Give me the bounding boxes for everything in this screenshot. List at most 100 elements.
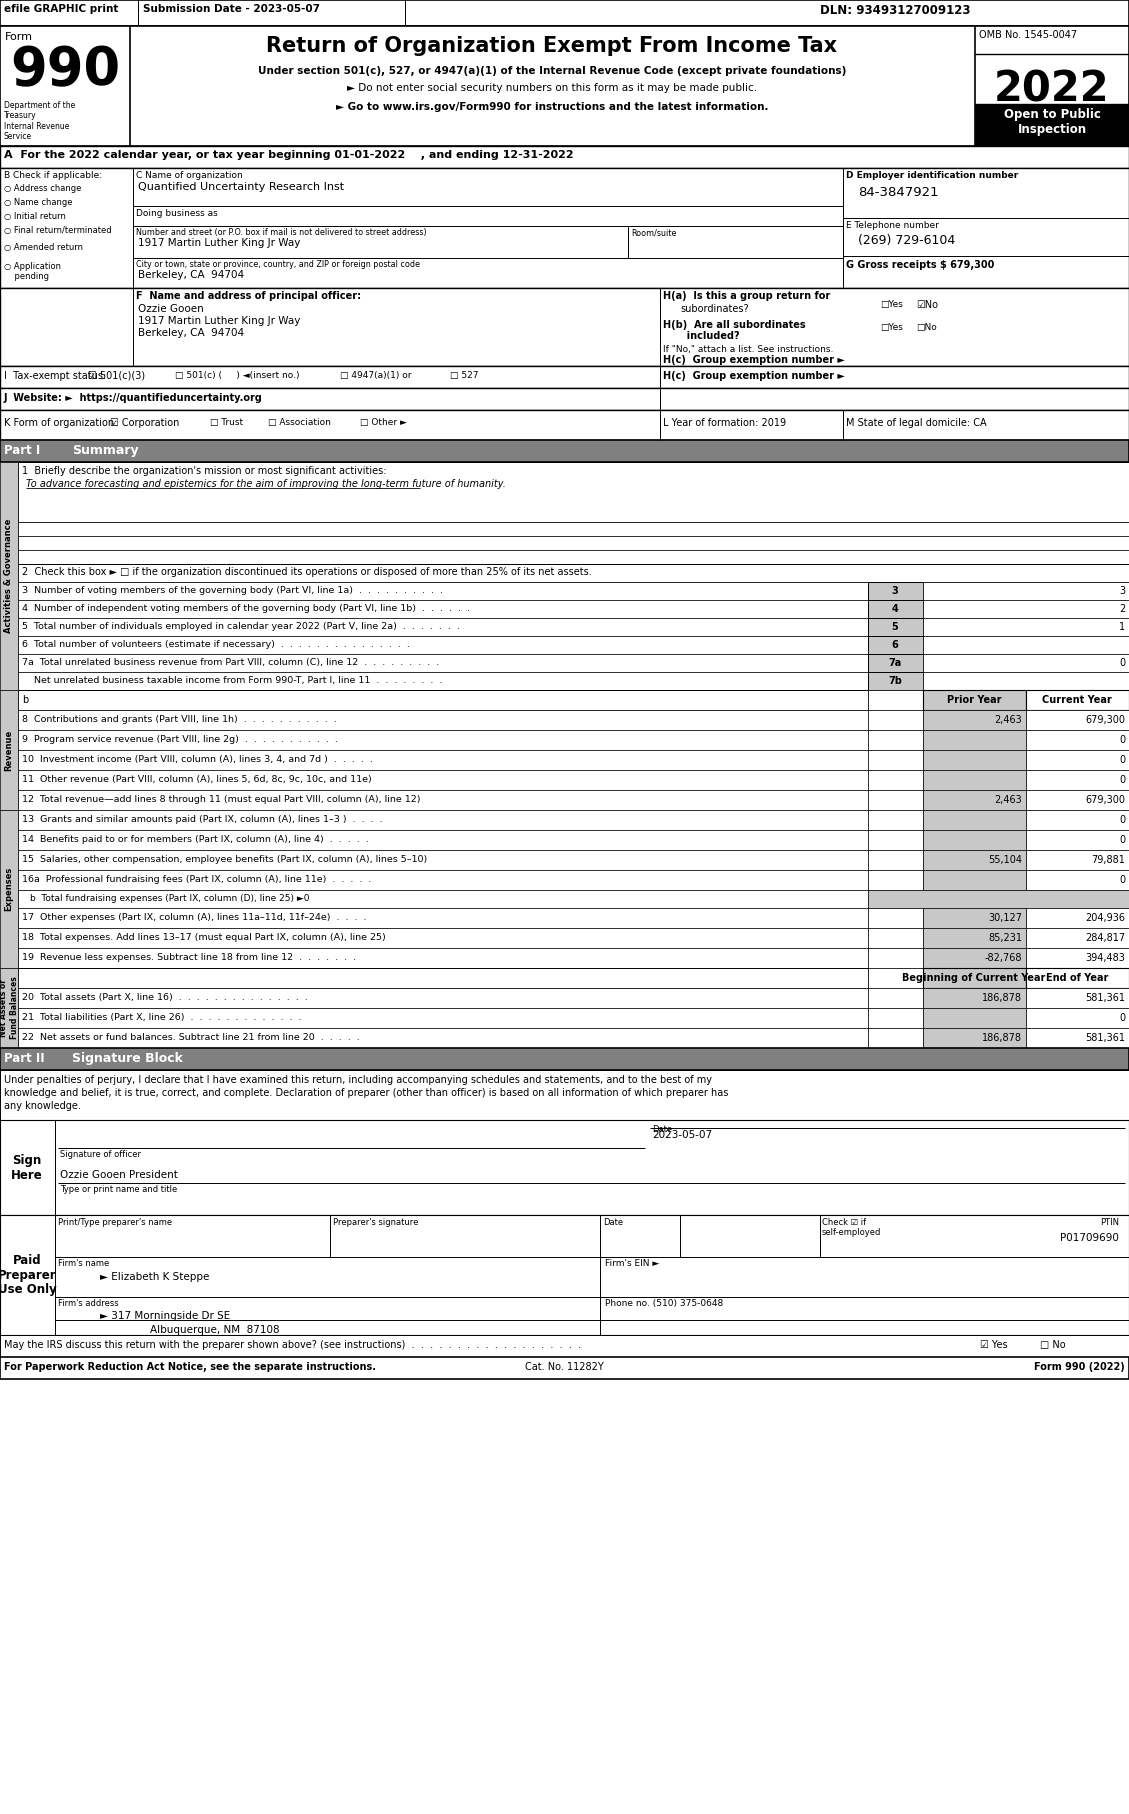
Text: 16a  Professional fundraising fees (Part IX, column (A), line 11e)  .  .  .  .  : 16a Professional fundraising fees (Part … — [21, 874, 371, 883]
Bar — [924, 1009, 1026, 1029]
Text: Print/Type preparer's name: Print/Type preparer's name — [58, 1217, 172, 1226]
Text: □ 527: □ 527 — [450, 372, 479, 379]
Bar — [924, 871, 1026, 891]
Text: For Paperwork Reduction Act Notice, see the separate instructions.: For Paperwork Reduction Act Notice, see … — [5, 1362, 376, 1371]
Text: 7a: 7a — [889, 658, 902, 668]
Text: Berkeley, CA  94704: Berkeley, CA 94704 — [138, 328, 244, 337]
Bar — [0, 366, 1129, 388]
Text: 1  Briefly describe the organization's mission or most significant activities:: 1 Briefly describe the organization's mi… — [21, 466, 386, 475]
Text: b: b — [21, 695, 28, 706]
Bar — [0, 1070, 1129, 1119]
Bar — [1026, 1009, 1129, 1029]
Text: Berkeley, CA  94704: Berkeley, CA 94704 — [138, 270, 244, 279]
Text: Preparer's signature: Preparer's signature — [333, 1217, 419, 1226]
Bar — [18, 769, 868, 791]
Bar — [868, 989, 924, 1009]
Text: 2: 2 — [1119, 604, 1124, 613]
Bar — [1026, 909, 1129, 929]
Bar — [868, 749, 924, 769]
Text: 1: 1 — [1119, 622, 1124, 631]
Bar — [868, 969, 924, 989]
Text: ☑No: ☑No — [916, 299, 938, 310]
Text: Current Year: Current Year — [1042, 695, 1112, 706]
Text: ► Do not enter social security numbers on this form as it may be made public.: ► Do not enter social security numbers o… — [347, 83, 758, 93]
Bar — [1026, 929, 1129, 949]
Text: □ No: □ No — [1040, 1341, 1066, 1350]
Text: K Form of organization:: K Form of organization: — [5, 417, 117, 428]
Text: To advance forecasting and epistemics for the aim of improving the long-term fut: To advance forecasting and epistemics fo… — [26, 479, 506, 490]
Bar — [924, 969, 1026, 989]
Text: City or town, state or province, country, and ZIP or foreign postal code: City or town, state or province, country… — [135, 259, 420, 268]
Text: 5  Total number of individuals employed in calendar year 2022 (Part V, line 2a) : 5 Total number of individuals employed i… — [21, 622, 460, 631]
Text: Phone no. (510) 375-0648: Phone no. (510) 375-0648 — [605, 1299, 724, 1308]
Bar — [0, 288, 1129, 366]
Bar — [924, 1029, 1026, 1048]
Bar — [924, 851, 1026, 871]
Bar — [18, 671, 868, 689]
Text: 2,463: 2,463 — [995, 795, 1022, 805]
Text: Firm's name: Firm's name — [58, 1259, 110, 1268]
Text: □ Trust: □ Trust — [210, 417, 243, 426]
Bar — [18, 564, 1129, 582]
Text: -82,768: -82,768 — [984, 952, 1022, 963]
Bar — [18, 535, 1129, 550]
Bar — [868, 929, 924, 949]
Text: Summary: Summary — [72, 444, 139, 457]
Text: ○ Name change: ○ Name change — [5, 198, 72, 207]
Bar — [0, 463, 18, 689]
Bar — [18, 929, 868, 949]
Bar — [18, 949, 868, 969]
Bar — [18, 637, 868, 655]
Text: 30,127: 30,127 — [988, 912, 1022, 923]
Bar — [0, 169, 1129, 288]
Text: Under section 501(c), 527, or 4947(a)(1) of the Internal Revenue Code (except pr: Under section 501(c), 527, or 4947(a)(1)… — [257, 65, 847, 76]
Bar — [1026, 729, 1129, 749]
Bar — [924, 811, 1026, 831]
Text: ☑ Yes: ☑ Yes — [980, 1341, 1007, 1350]
Text: 4: 4 — [892, 604, 899, 613]
Text: Ozzie Gooen President: Ozzie Gooen President — [60, 1170, 178, 1179]
Bar — [18, 1009, 868, 1029]
Text: □ Association: □ Association — [268, 417, 331, 426]
Text: 6  Total number of volunteers (estimate if necessary)  .  .  .  .  .  .  .  .  .: 6 Total number of volunteers (estimate i… — [21, 640, 410, 649]
Text: 85,231: 85,231 — [988, 932, 1022, 943]
Text: 1917 Martin Luther King Jr Way: 1917 Martin Luther King Jr Way — [138, 316, 300, 327]
Text: 19  Revenue less expenses. Subtract line 18 from line 12  .  .  .  .  .  .  .: 19 Revenue less expenses. Subtract line … — [21, 952, 356, 961]
Text: 990: 990 — [10, 44, 120, 96]
Text: I  Tax-exempt status:: I Tax-exempt status: — [5, 372, 106, 381]
Bar — [924, 619, 1129, 637]
Bar — [0, 388, 1129, 410]
Text: Form: Form — [5, 33, 33, 42]
Bar — [868, 1029, 924, 1048]
Text: Paid
Preparer
Use Only: Paid Preparer Use Only — [0, 1253, 56, 1297]
Text: Prior Year: Prior Year — [947, 695, 1001, 706]
Text: any knowledge.: any knowledge. — [5, 1101, 81, 1110]
Bar — [1026, 831, 1129, 851]
Text: 14  Benefits paid to or for members (Part IX, column (A), line 4)  .  .  .  .  .: 14 Benefits paid to or for members (Part… — [21, 834, 369, 844]
Text: 79,881: 79,881 — [1091, 854, 1124, 865]
Text: Net Assets or
Fund Balances: Net Assets or Fund Balances — [0, 976, 19, 1039]
Bar — [868, 637, 924, 655]
Text: (269) 729-6104: (269) 729-6104 — [858, 234, 955, 247]
Text: knowledge and belief, it is true, correct, and complete. Declaration of preparer: knowledge and belief, it is true, correc… — [5, 1088, 728, 1097]
Text: 17  Other expenses (Part IX, column (A), lines 11a–11d, 11f–24e)  .  .  .  .: 17 Other expenses (Part IX, column (A), … — [21, 912, 367, 922]
Text: B Check if applicable:: B Check if applicable: — [5, 171, 102, 180]
Text: A  For the 2022 calendar year, or tax year beginning 01-01-2022    , and ending : A For the 2022 calendar year, or tax yea… — [5, 151, 574, 160]
Bar — [1026, 949, 1129, 969]
Text: ○ Amended return: ○ Amended return — [5, 243, 84, 252]
Text: 18  Total expenses. Add lines 13–17 (must equal Part IX, column (A), line 25): 18 Total expenses. Add lines 13–17 (must… — [21, 932, 386, 941]
Text: Firm's address: Firm's address — [58, 1299, 119, 1308]
Text: End of Year: End of Year — [1045, 972, 1109, 983]
Bar — [0, 0, 1129, 25]
Text: □Yes: □Yes — [879, 299, 903, 308]
Bar — [18, 989, 868, 1009]
Text: Date: Date — [653, 1125, 672, 1134]
Text: 0: 0 — [1119, 755, 1124, 766]
Text: 186,878: 186,878 — [982, 1032, 1022, 1043]
Text: Revenue: Revenue — [5, 729, 14, 771]
Text: Firm's EIN ►: Firm's EIN ► — [605, 1259, 659, 1268]
Text: Ozzie Gooen: Ozzie Gooen — [138, 305, 203, 314]
Bar — [868, 871, 924, 891]
Bar — [1026, 749, 1129, 769]
Bar — [0, 1215, 1129, 1335]
